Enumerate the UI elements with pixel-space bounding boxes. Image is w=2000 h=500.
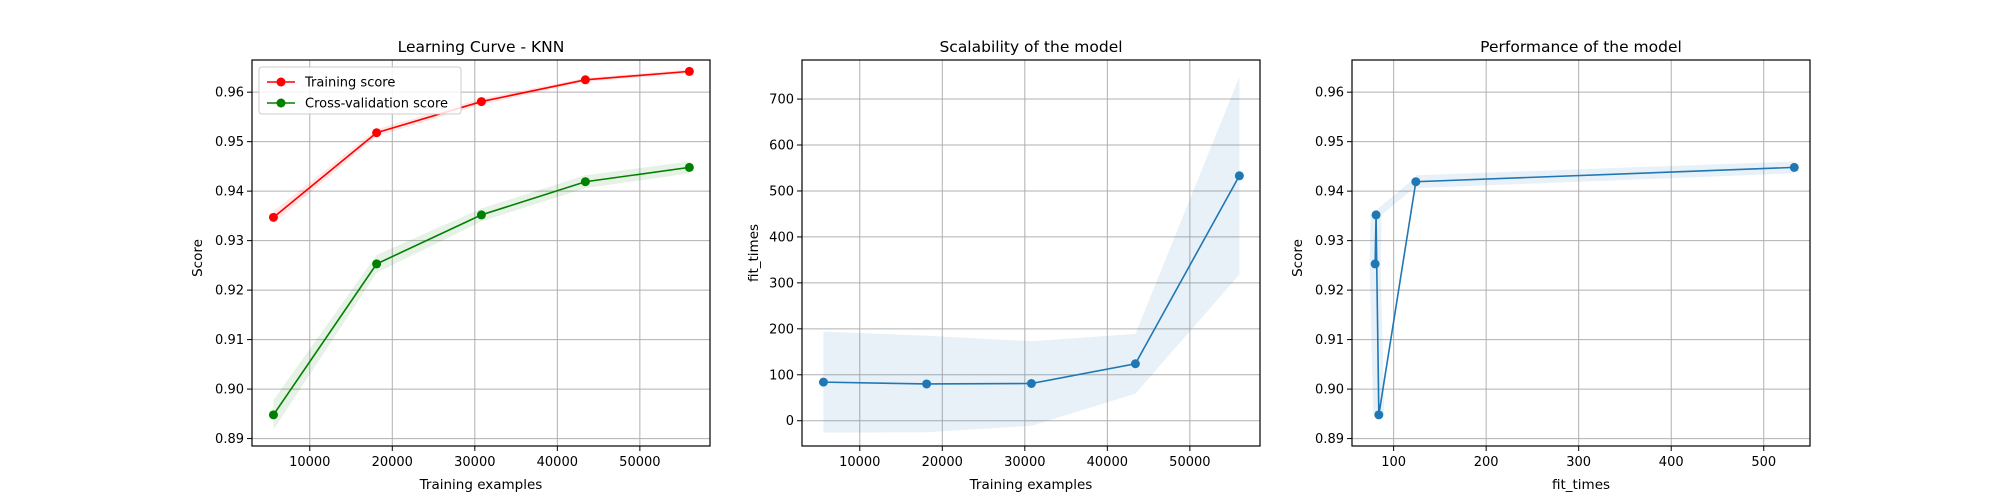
x-axis-label: fit_times	[1552, 477, 1610, 493]
y-tick-label: 0.96	[1315, 86, 1344, 101]
x-tick-label: 200	[1474, 455, 1499, 470]
x-tick-label: 30000	[1004, 455, 1045, 470]
cross-validation-score-point	[476, 210, 486, 220]
y-tick-label: 0.89	[1315, 432, 1344, 447]
series-point	[1234, 171, 1244, 181]
training-score-point	[372, 128, 382, 138]
series-confidence-band	[823, 77, 1240, 433]
series-point	[1130, 359, 1140, 369]
series-point	[1371, 210, 1381, 220]
x-tick-label: 30000	[454, 455, 495, 470]
chart-title: Scalability of the model	[939, 38, 1122, 56]
y-tick-label: 0.92	[1315, 284, 1344, 299]
x-tick-label: 10000	[839, 455, 880, 470]
x-axis-label: Training examples	[969, 477, 1093, 493]
x-tick-label: 20000	[922, 455, 963, 470]
legend-box	[258, 66, 462, 115]
x-tick-label: 40000	[537, 455, 578, 470]
series-point	[922, 379, 932, 389]
y-tick-label: 0.96	[215, 86, 244, 101]
legend-marker	[276, 98, 286, 108]
cross-validation-score-point	[268, 410, 278, 420]
chart-title: Performance of the model	[1480, 38, 1682, 56]
y-tick-label: 600	[769, 139, 794, 154]
x-tick-label: 500	[1751, 455, 1776, 470]
series-point	[1370, 259, 1380, 269]
x-tick-label: 10000	[289, 455, 330, 470]
legend-label: Training score	[304, 76, 395, 91]
y-tick-label: 0.93	[1315, 234, 1344, 249]
series-point	[1411, 177, 1421, 187]
y-axis-label: Score	[190, 239, 206, 277]
training-score-point	[268, 212, 278, 222]
series-point	[818, 377, 828, 387]
y-tick-label: 0	[786, 414, 794, 429]
y-tick-label: 0.90	[215, 383, 244, 398]
training-score-point	[476, 97, 486, 107]
series-line	[1374, 166, 1795, 415]
chart-title: Learning Curve - KNN	[398, 38, 565, 56]
y-tick-label: 700	[769, 93, 794, 108]
x-tick-label: 20000	[372, 455, 413, 470]
y-tick-label: 0.95	[215, 135, 244, 150]
x-tick-label: 40000	[1087, 455, 1128, 470]
y-tick-label: 0.90	[1315, 383, 1344, 398]
training-score-point	[684, 66, 694, 76]
legend-label: Cross-validation score	[305, 97, 448, 112]
panel-performance: Performance of the model fit_times Score…	[1290, 38, 1811, 493]
cross-validation-score-point	[684, 162, 694, 172]
y-tick-label: 0.91	[215, 333, 244, 348]
training-score-point	[580, 75, 590, 85]
y-tick-label: 300	[769, 276, 794, 291]
y-tick-label: 0.93	[215, 234, 244, 249]
y-axis-label: fit_times	[746, 224, 762, 282]
plot-frame	[801, 59, 1261, 447]
y-tick-label: 0.89	[215, 432, 244, 447]
plot-frame	[1351, 59, 1811, 447]
plot-frame	[251, 59, 711, 447]
series-point	[1026, 379, 1036, 389]
y-tick-label: 400	[769, 230, 794, 245]
x-tick-label: 300	[1566, 455, 1591, 470]
y-tick-label: 0.94	[215, 185, 244, 200]
y-tick-label: 0.94	[1315, 185, 1344, 200]
series-point	[1789, 162, 1799, 172]
x-tick-label: 50000	[619, 455, 660, 470]
x-tick-label: 400	[1659, 455, 1684, 470]
y-tick-label: 0.95	[1315, 135, 1344, 150]
panel-scalability: Scalability of the model Training exampl…	[746, 38, 1261, 493]
y-tick-label: 0.92	[215, 284, 244, 299]
x-tick-label: 50000	[1169, 455, 1210, 470]
x-tick-label: 100	[1381, 455, 1406, 470]
y-tick-label: 200	[769, 322, 794, 337]
cross-validation-score-point	[372, 259, 382, 269]
y-tick-label: 0.91	[1315, 333, 1344, 348]
series-confidence-band	[1369, 167, 1800, 415]
legend-marker	[276, 77, 286, 87]
legend: Training score Cross-validation score	[258, 66, 462, 115]
y-tick-label: 500	[769, 184, 794, 199]
y-tick-label: 100	[769, 368, 794, 383]
panel-learning-curve: Learning Curve - KNN Training examples S…	[190, 38, 711, 493]
y-axis-label: Score	[1290, 239, 1306, 277]
x-axis-label: Training examples	[419, 477, 543, 493]
cross-validation-score-point	[580, 177, 590, 187]
series-point	[1374, 410, 1384, 420]
cross-validation-score-line	[272, 166, 690, 416]
